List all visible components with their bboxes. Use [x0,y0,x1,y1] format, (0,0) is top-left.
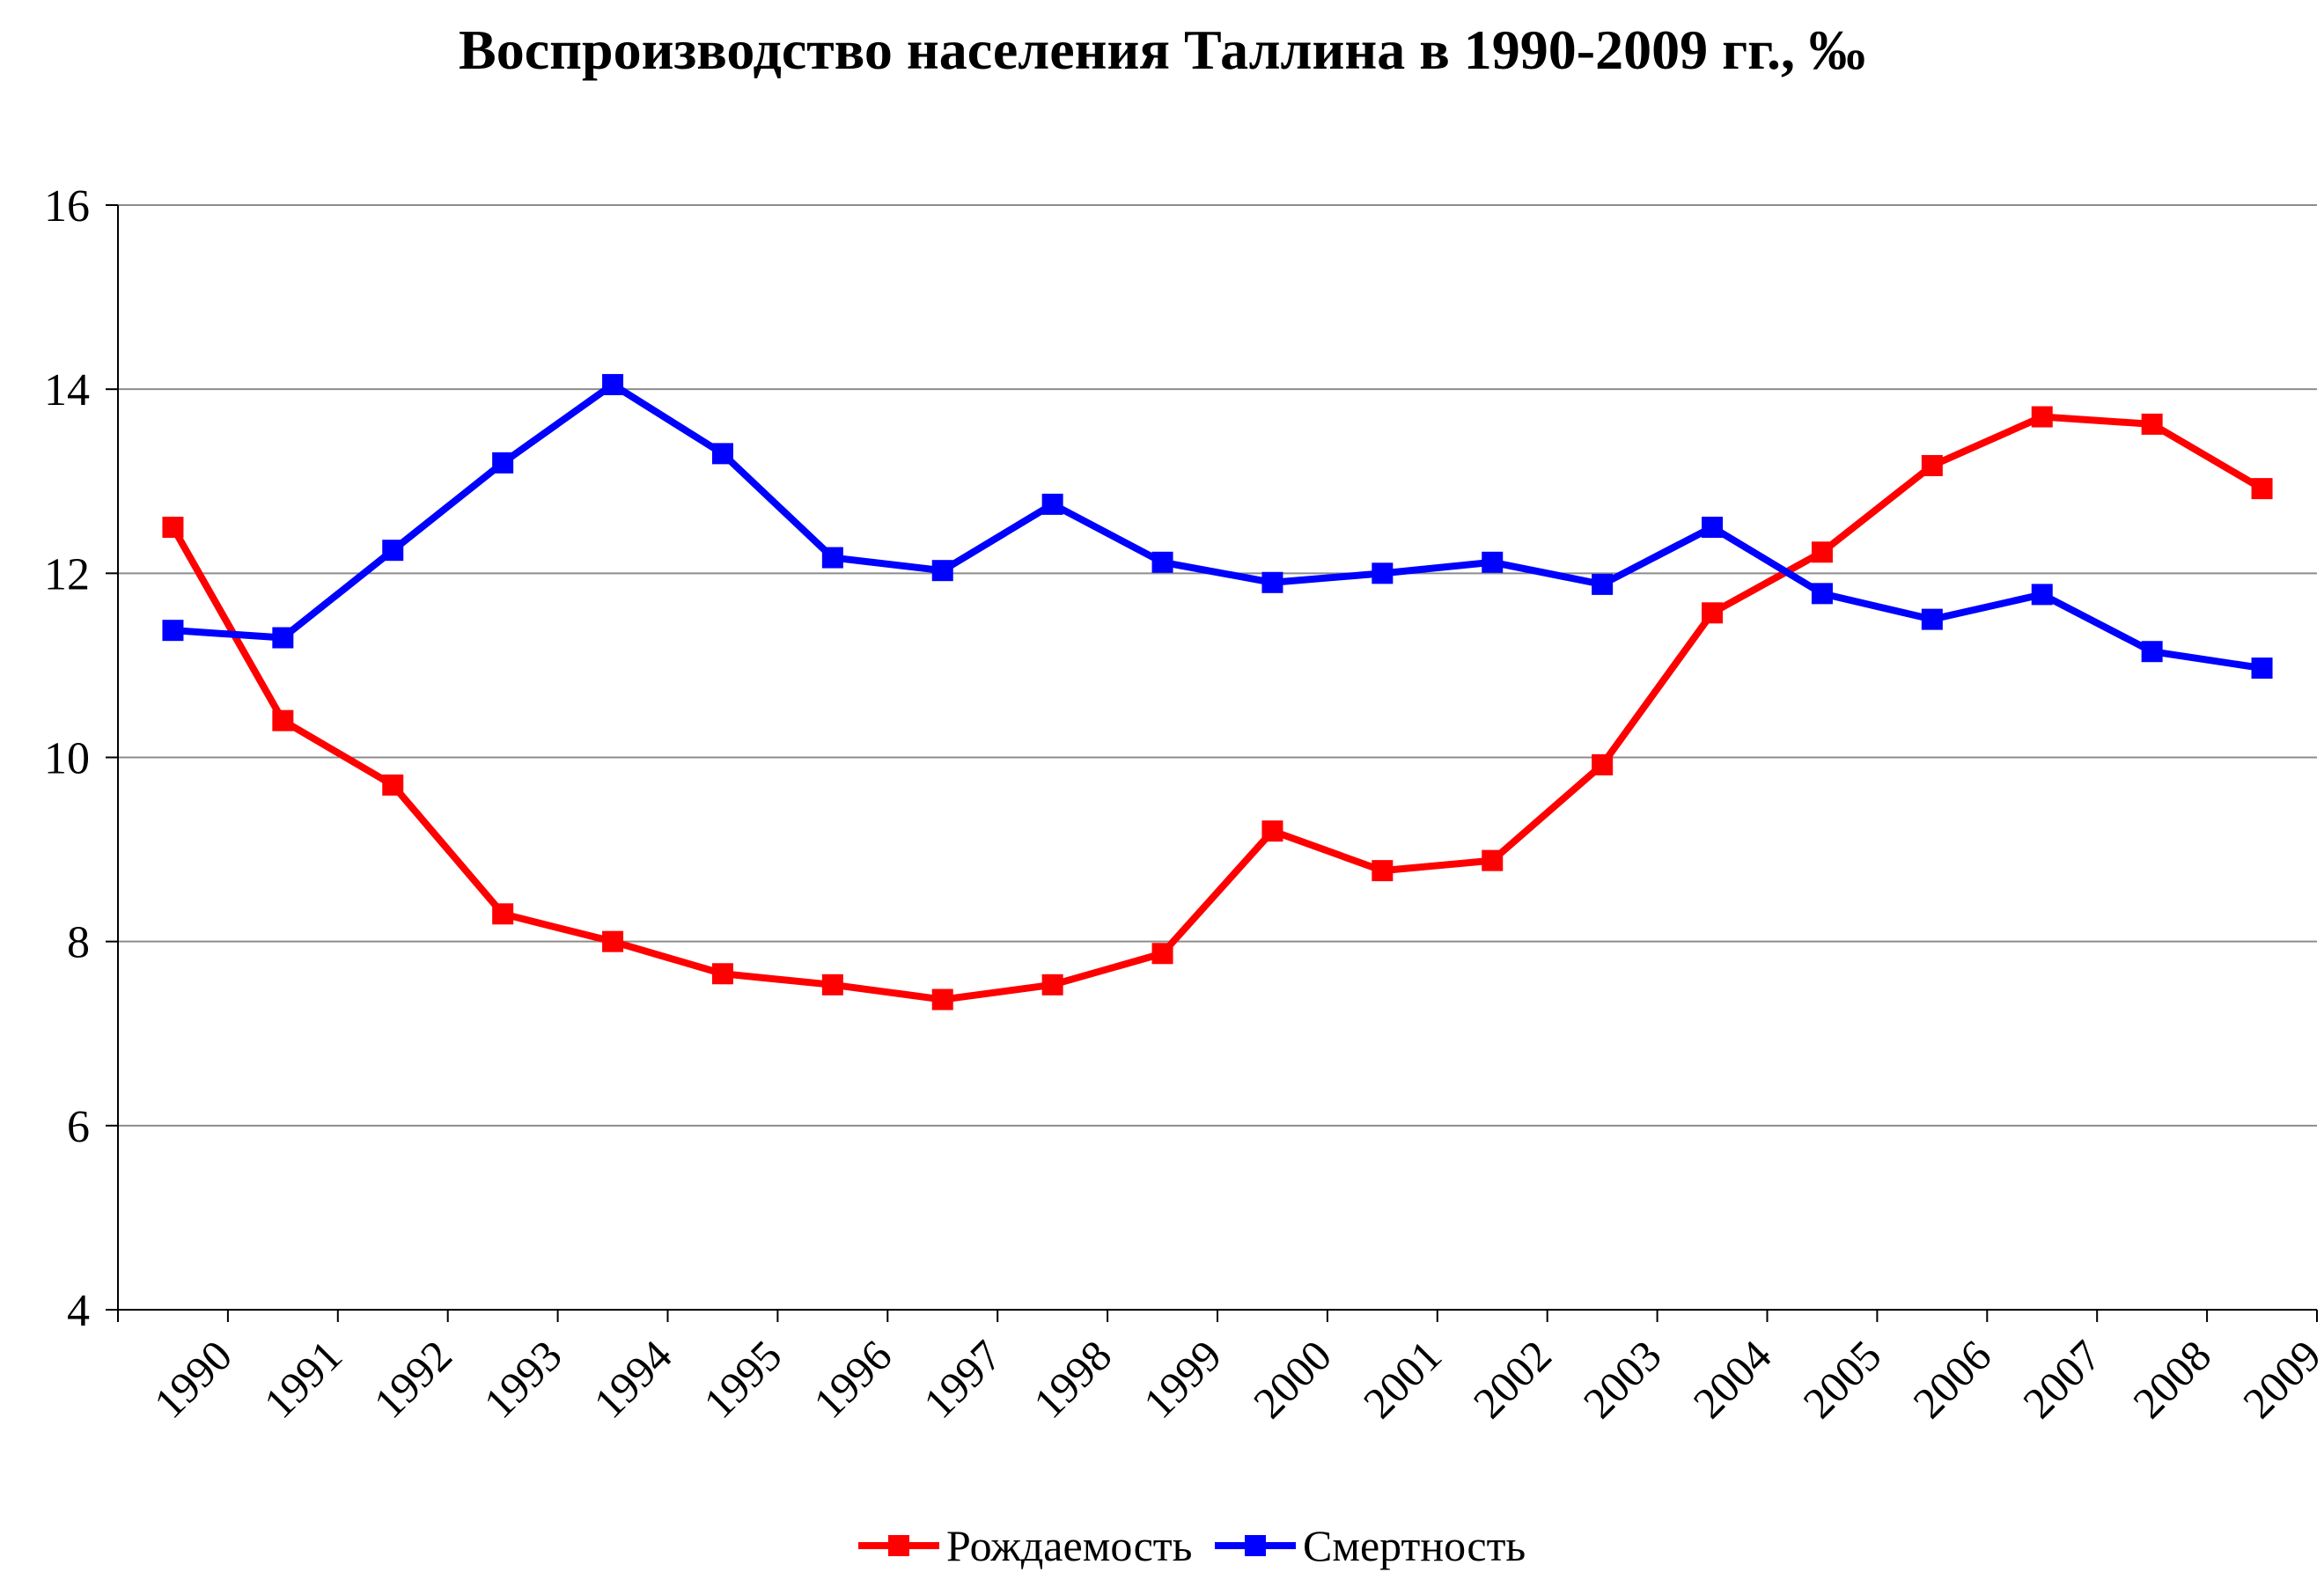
series-1-point [2251,478,2273,500]
x-tick-label: 1996 [804,1331,901,1428]
x-tick-label: 2009 [2233,1331,2324,1428]
series-1-point [1372,860,1394,882]
x-tick-label: 1994 [584,1331,680,1428]
x-tick-label: 1999 [1134,1331,1231,1428]
x-tick-label: 1992 [364,1331,461,1428]
x-tick-label: 2005 [1793,1331,1890,1428]
series-2-point [2141,641,2163,663]
series-1-point [492,903,514,925]
x-axis-tick-labels: 1990 1991 1992 1993 1994 1995 1996 1997 1998 1999… [144,1331,2324,1428]
series-1-point [1261,820,1283,842]
series-2-point [1261,571,1283,593]
x-tick-label: 1991 [254,1331,351,1428]
series-1-point [2031,406,2053,428]
series-2-point [2031,584,2053,606]
series-1-point [711,963,733,985]
y-tick-label: 10 [44,734,90,784]
series-1-point [1702,602,1724,624]
series-2-point [1372,562,1394,584]
legend-swatch-marker [888,1535,909,1556]
x-tick-label: 2003 [1574,1331,1671,1428]
x-tick-label: 2006 [1903,1331,2000,1428]
x-tick-label: 2002 [1464,1331,1561,1428]
series-2-point [162,620,184,642]
legend-label: Рождаемость [946,1521,1192,1570]
y-tick-label: 14 [44,365,90,415]
legend-swatch-marker [1245,1535,1266,1556]
x-tick-label: 2000 [1244,1331,1341,1428]
series-1-point [1041,974,1063,996]
series-1-point [272,709,294,731]
series-2-point [1592,573,1614,595]
series-2-point [821,547,843,569]
legend: Рождаемость Смертность [858,1521,1526,1570]
y-tick-label: 12 [44,549,90,599]
series-2-point [1921,608,1943,630]
series-2-point [602,373,624,395]
x-tick-label: 1993 [474,1331,571,1428]
series-2-point [711,443,733,465]
axes [106,204,2318,1322]
y-tick-label: 8 [67,918,90,968]
series-1-point [602,930,624,952]
series-1-point [162,517,184,539]
series-1-point [1811,541,1833,563]
series-1-point [1482,849,1504,871]
x-tick-label: 1995 [694,1331,791,1428]
y-tick-label: 4 [67,1286,90,1336]
x-tick-label: 1997 [914,1331,1011,1428]
series-1-point [1151,943,1173,965]
series-1-point [1921,454,1943,476]
x-tick-label: 2004 [1683,1331,1780,1428]
series-2-point [272,627,294,649]
series-2-point [1151,551,1173,573]
x-tick-label: 1990 [144,1331,241,1428]
y-axis-tick-labels: 4 6 8 10 12 14 16 [44,181,90,1336]
series-2-point [931,560,953,582]
data-series [162,373,2273,1010]
x-tick-label: 1998 [1024,1331,1121,1428]
series-2-point [492,452,514,474]
gridlines [118,204,2317,1127]
x-tick-label: 2007 [2013,1331,2110,1428]
series-2-point [1482,551,1504,573]
series-2-point [382,540,404,562]
series-1-point [382,774,404,796]
series-2-point [1702,517,1724,539]
y-tick-label: 16 [44,181,90,231]
series-2-point [1811,583,1833,605]
y-tick-label: 6 [67,1102,90,1152]
series-1-point [2141,413,2163,435]
x-tick-label: 2008 [2123,1331,2220,1428]
chart-title: Воспроизводство населения Таллина в 1990… [459,18,1865,81]
legend-label: Смертность [1303,1521,1526,1570]
series-1-point [821,974,843,996]
series-2-point [1041,493,1063,515]
series-line-2 [173,380,2263,672]
series-1-point [931,988,953,1010]
series-1-point [1592,753,1614,775]
series-line-1 [169,413,2264,1003]
series-2-point [2251,658,2273,680]
x-tick-label: 2001 [1354,1331,1451,1428]
